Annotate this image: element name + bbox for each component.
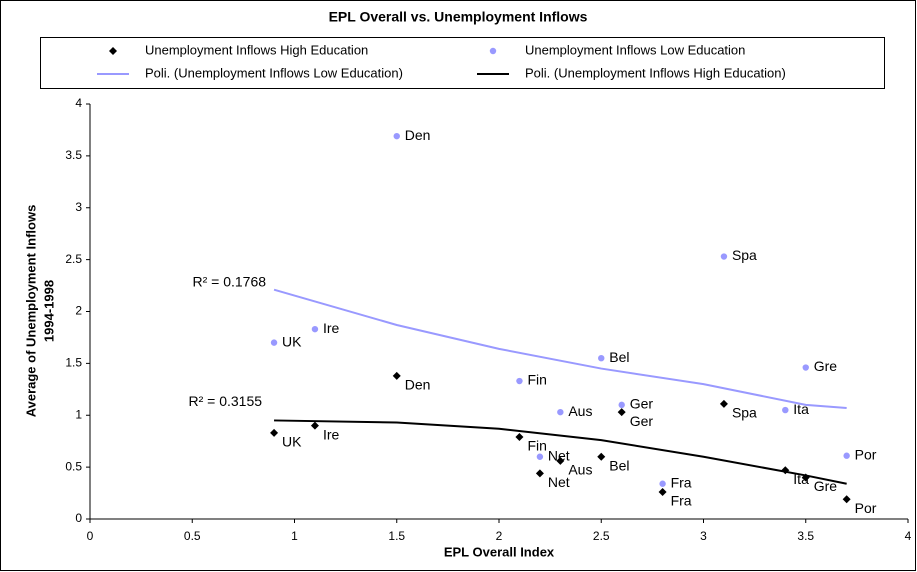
legend-label: Poli. (Unemployment Inflows Low Educatio… [145, 65, 403, 80]
point-label: Por [855, 446, 877, 462]
y-tick-label: 0 [75, 511, 82, 525]
point-label: Spa [732, 405, 757, 421]
x-tick-label: 3 [700, 529, 707, 543]
point [843, 452, 850, 459]
x-tick-label: 2.5 [593, 529, 610, 543]
point-label: Fra [671, 493, 692, 509]
point [393, 132, 400, 140]
point-label: Ire [323, 426, 340, 442]
point [556, 456, 565, 465]
point-label: Den [405, 127, 431, 143]
point-label: Gre [814, 478, 838, 494]
point [782, 406, 789, 414]
r-squared-label: R² = 0.1768 [192, 273, 266, 289]
trendline [273, 288, 847, 409]
legend-label: Unemployment Inflows Low Education [525, 42, 745, 57]
legend-marker [489, 47, 497, 55]
point [270, 428, 279, 437]
point [720, 253, 728, 260]
point [598, 354, 605, 362]
point-label: Ire [323, 320, 340, 336]
point [270, 339, 278, 346]
point [802, 364, 809, 371]
point-label: Ger [630, 396, 654, 412]
x-tick-label: 1.5 [388, 529, 405, 543]
y-tick-label: 1.5 [65, 356, 82, 370]
x-axis-title: EPL Overall Index [444, 544, 555, 559]
point [311, 325, 319, 333]
chart-title: EPL Overall vs. Unemployment Inflows [329, 9, 588, 25]
point [535, 469, 544, 478]
point [597, 452, 606, 461]
point-label: Fin [527, 372, 546, 388]
y-tick-label: 2.5 [65, 252, 82, 266]
legend-label: Unemployment Inflows High Education [145, 42, 368, 57]
y-tick-label: 0.5 [65, 459, 82, 473]
point [392, 371, 401, 380]
y-tick-label: 3 [75, 200, 82, 214]
point [310, 421, 319, 430]
point-label: Den [405, 377, 431, 393]
point [536, 453, 544, 460]
x-tick-label: 4 [905, 529, 912, 543]
x-tick-label: 2 [496, 529, 503, 543]
point [719, 399, 728, 408]
point [516, 377, 523, 385]
legend-marker [109, 47, 117, 55]
point-label: Bel [609, 349, 629, 365]
point-label: Aus [568, 403, 592, 419]
y-tick-label: 3.5 [65, 148, 82, 162]
x-tick-label: 3.5 [797, 529, 814, 543]
point-label: Bel [609, 457, 629, 473]
point-label: Ger [630, 413, 654, 429]
x-tick-label: 1 [291, 529, 298, 543]
x-tick-label: 0.5 [184, 529, 201, 543]
x-tick-label: 0 [87, 529, 94, 543]
point [557, 408, 564, 416]
point-label: Fin [527, 438, 546, 454]
y-axis-title: Average of Unemployment Inflows [23, 205, 38, 418]
r-squared-label: R² = 0.3155 [188, 393, 262, 409]
point [659, 480, 666, 487]
legend-box [40, 37, 885, 89]
point [618, 401, 625, 409]
y-axis-title: 1994-1998 [41, 280, 56, 342]
point-label: Gre [814, 358, 838, 374]
y-tick-label: 4 [75, 96, 82, 110]
y-tick-label: 1 [75, 407, 82, 421]
point-label: Spa [732, 247, 757, 263]
legend-label: Poli. (Unemployment Inflows High Educati… [525, 65, 786, 80]
trendline [274, 419, 847, 485]
point-label: UK [282, 333, 302, 349]
point [515, 433, 524, 442]
point-label: Fra [671, 474, 692, 490]
point-label: Net [548, 474, 570, 490]
point [617, 408, 626, 417]
point [658, 488, 667, 497]
point-label: Net [548, 447, 570, 463]
point-label: UK [282, 434, 302, 450]
point-label: Por [855, 500, 877, 516]
point-label: Aus [568, 462, 592, 478]
point [842, 495, 851, 504]
y-tick-label: 2 [75, 304, 82, 318]
